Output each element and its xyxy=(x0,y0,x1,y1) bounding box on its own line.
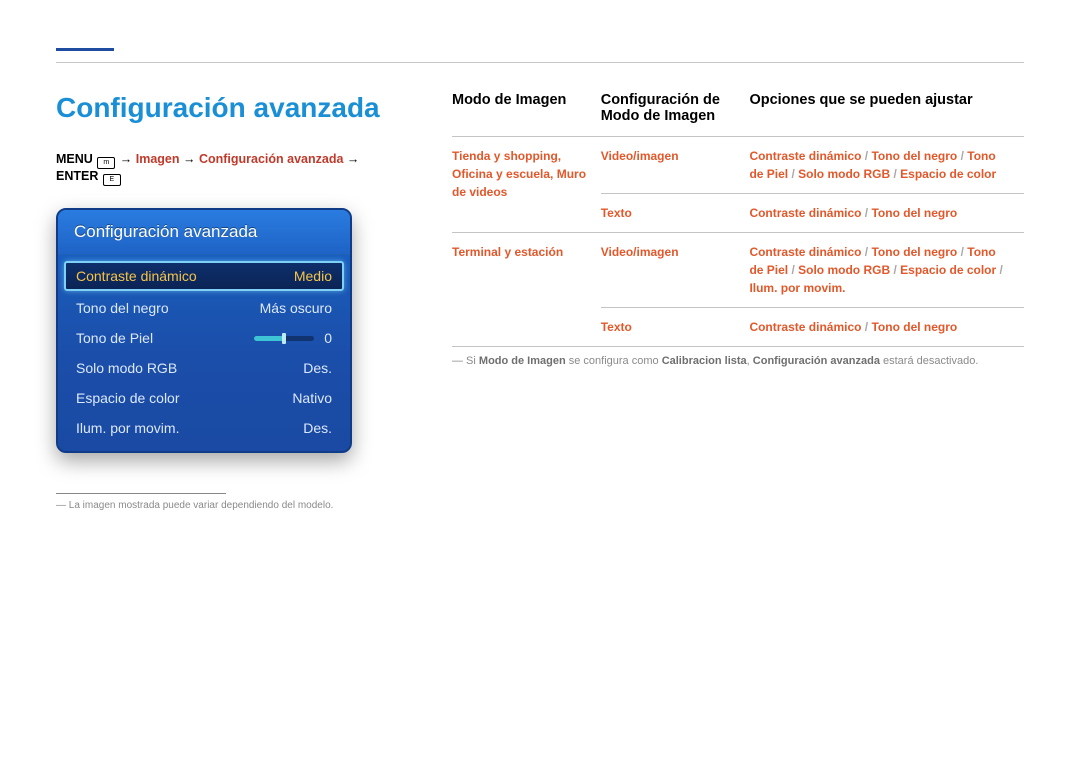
note-m1: se configura como xyxy=(566,355,662,367)
slider-fill xyxy=(254,336,284,341)
cell-options: Contraste dinámico / Tono del negro / To… xyxy=(749,233,1024,308)
option-item: Espacio de color xyxy=(900,167,996,181)
crumb-imagen: Imagen xyxy=(136,152,180,166)
separator: / xyxy=(788,263,798,277)
panel-row-label: Tono del negro xyxy=(76,300,169,316)
separator: / xyxy=(890,263,900,277)
cell-options: Contraste dinámico / Tono del negro / To… xyxy=(749,137,1024,194)
separator: / xyxy=(996,263,1003,277)
footnote: La imagen mostrada puede variar dependie… xyxy=(56,500,396,511)
option-item: Contraste dinámico xyxy=(749,149,861,163)
panel-header: Configuración avanzada xyxy=(58,210,350,255)
option-item: Contraste dinámico xyxy=(749,206,861,220)
cell-config: Texto xyxy=(601,308,750,347)
breadcrumb: MENU m → Imagen → Configuración avanzada… xyxy=(56,152,396,186)
option-item: Ilum. por movim. xyxy=(749,281,845,295)
separator: / xyxy=(957,245,967,259)
panel-row-label: Solo modo RGB xyxy=(76,360,177,376)
separator: / xyxy=(861,245,871,259)
cell-options: Contraste dinámico / Tono del negro xyxy=(749,194,1024,233)
cell-mode: Tienda y shopping, Oficina y escuela, Mu… xyxy=(452,137,601,233)
table-body: Tienda y shopping, Oficina y escuela, Mu… xyxy=(452,137,1024,347)
th-mode: Modo de Imagen xyxy=(452,92,601,137)
option-item: Tono del negro xyxy=(871,320,957,334)
crumb-config: Configuración avanzada xyxy=(199,152,343,166)
table-row: Tienda y shopping, Oficina y escuela, Mu… xyxy=(452,137,1024,194)
panel-row-0[interactable]: Contraste dinámico Medio xyxy=(64,261,344,291)
th-options: Opciones que se pueden ajustar xyxy=(749,92,1024,137)
arrow-2: → xyxy=(180,152,199,166)
panel-row-label: Contraste dinámico xyxy=(76,268,197,284)
note-b2: Calibracion lista xyxy=(662,355,747,367)
th-config: Configuración de Modo de Imagen xyxy=(601,92,750,137)
option-item: Tono del negro xyxy=(871,149,957,163)
option-item: Solo modo RGB xyxy=(798,167,890,181)
left-column: Configuración avanzada MENU m → Imagen →… xyxy=(56,92,396,511)
separator: / xyxy=(861,149,871,163)
separator: / xyxy=(890,167,900,181)
right-column: Modo de Imagen Configuración de Modo de … xyxy=(396,92,1024,511)
cell-options: Contraste dinámico / Tono del negro xyxy=(749,308,1024,347)
options-table: Modo de Imagen Configuración de Modo de … xyxy=(452,92,1024,347)
panel-row-4[interactable]: Espacio de color Nativo xyxy=(64,383,344,413)
separator: / xyxy=(861,320,871,334)
separator: / xyxy=(788,167,798,181)
option-item: Tono del negro xyxy=(871,206,957,220)
breadcrumb-menu: MENU xyxy=(56,152,96,166)
content: Configuración avanzada MENU m → Imagen →… xyxy=(56,92,1024,511)
divider xyxy=(56,62,1024,63)
cell-config: Video/imagen xyxy=(601,233,750,308)
panel-row-1[interactable]: Tono del negro Más oscuro xyxy=(64,293,344,323)
panel-row-label: Tono de Piel xyxy=(76,330,153,346)
footnote-rule xyxy=(56,493,226,494)
panel-row-value: Medio xyxy=(294,268,332,284)
cell-config: Texto xyxy=(601,194,750,233)
panel-row-value: Más oscuro xyxy=(260,300,332,316)
panel-row-value: Nativo xyxy=(292,390,332,406)
table-note: ― Si Modo de Imagen se configura como Ca… xyxy=(452,347,1024,367)
cell-mode: Terminal y estación xyxy=(452,233,601,347)
slider-cell[interactable]: 0 xyxy=(254,330,332,346)
panel-row-value: 0 xyxy=(324,330,332,346)
arrow-1: → xyxy=(116,152,135,166)
panel-row-2[interactable]: Tono de Piel 0 xyxy=(64,323,344,353)
top-rule xyxy=(56,48,1024,54)
note-b3: Configuración avanzada xyxy=(753,355,880,367)
settings-panel: Configuración avanzada Contraste dinámic… xyxy=(56,208,352,453)
panel-row-3[interactable]: Solo modo RGB Des. xyxy=(64,353,344,383)
note-suffix: estará desactivado. xyxy=(880,355,978,367)
option-item: Espacio de color xyxy=(900,263,996,277)
panel-row-label: Espacio de color xyxy=(76,390,180,406)
panel-row-value: Des. xyxy=(303,420,332,436)
panel-row-5[interactable]: Ilum. por movim. Des. xyxy=(64,413,344,443)
slider-handle[interactable] xyxy=(282,333,286,344)
crumb-enter: ENTER xyxy=(56,169,102,183)
separator: / xyxy=(957,149,967,163)
menu-icon: m xyxy=(97,157,115,169)
page-title: Configuración avanzada xyxy=(56,92,396,124)
arrow-3: → xyxy=(343,152,359,166)
note-prefix: ― Si xyxy=(452,355,479,367)
option-item: Contraste dinámico xyxy=(749,245,861,259)
table-header-row: Modo de Imagen Configuración de Modo de … xyxy=(452,92,1024,137)
option-item: Contraste dinámico xyxy=(749,320,861,334)
table-row: Terminal y estaciónVideo/imagenContraste… xyxy=(452,233,1024,308)
cell-config: Video/imagen xyxy=(601,137,750,194)
note-b1: Modo de Imagen xyxy=(479,355,566,367)
panel-row-label: Ilum. por movim. xyxy=(76,420,179,436)
panel-row-value: Des. xyxy=(303,360,332,376)
option-item: Solo modo RGB xyxy=(798,263,890,277)
slider-track[interactable] xyxy=(254,336,314,341)
option-item: Tono del negro xyxy=(871,245,957,259)
accent-bar xyxy=(56,48,114,51)
separator: / xyxy=(861,206,871,220)
panel-rows: Contraste dinámico Medio Tono del negro Más… xyxy=(58,255,350,451)
enter-icon: E xyxy=(103,174,121,186)
